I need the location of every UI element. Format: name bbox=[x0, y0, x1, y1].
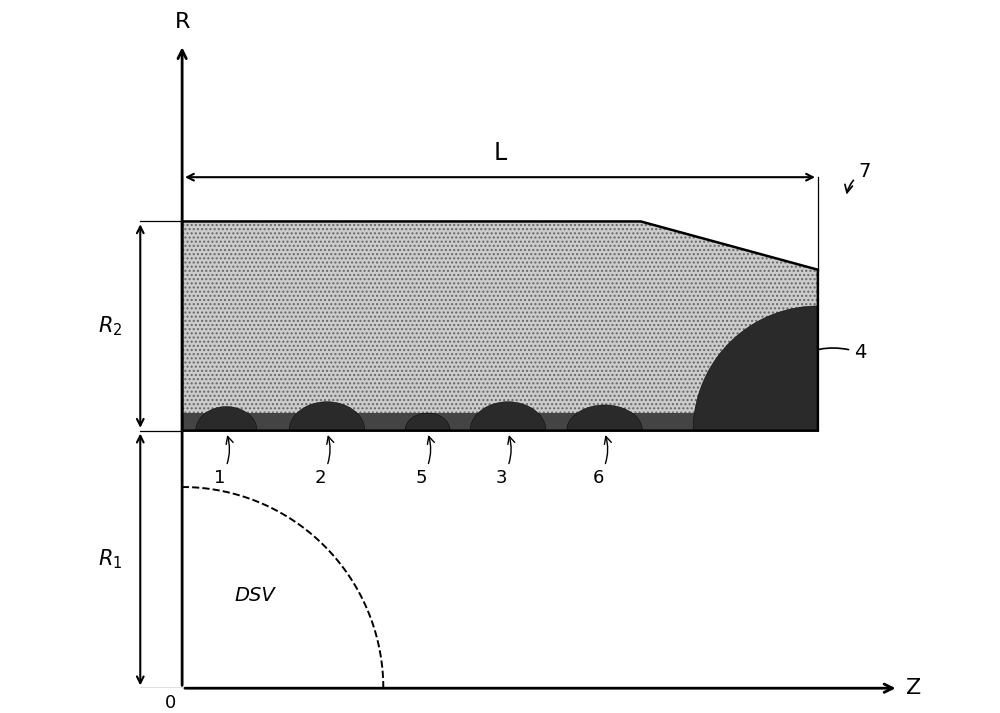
Polygon shape bbox=[567, 405, 642, 431]
Polygon shape bbox=[693, 306, 818, 431]
Polygon shape bbox=[182, 413, 818, 431]
Text: L: L bbox=[493, 141, 507, 165]
Text: $R_2$: $R_2$ bbox=[98, 314, 123, 338]
Text: DSV: DSV bbox=[234, 586, 275, 605]
Text: 3: 3 bbox=[496, 436, 515, 487]
Polygon shape bbox=[470, 401, 546, 431]
Text: R: R bbox=[174, 12, 190, 32]
Text: 0: 0 bbox=[164, 694, 176, 712]
Text: 4: 4 bbox=[794, 343, 866, 362]
Polygon shape bbox=[405, 413, 450, 431]
Polygon shape bbox=[182, 222, 818, 431]
Text: 1: 1 bbox=[214, 436, 233, 487]
Text: 5: 5 bbox=[416, 436, 434, 487]
Polygon shape bbox=[289, 401, 365, 431]
Text: 7: 7 bbox=[845, 162, 870, 193]
Text: 6: 6 bbox=[593, 436, 611, 487]
Text: 2: 2 bbox=[315, 436, 334, 487]
Text: $R_1$: $R_1$ bbox=[98, 548, 123, 571]
Polygon shape bbox=[196, 406, 257, 431]
Text: Z: Z bbox=[906, 678, 922, 698]
